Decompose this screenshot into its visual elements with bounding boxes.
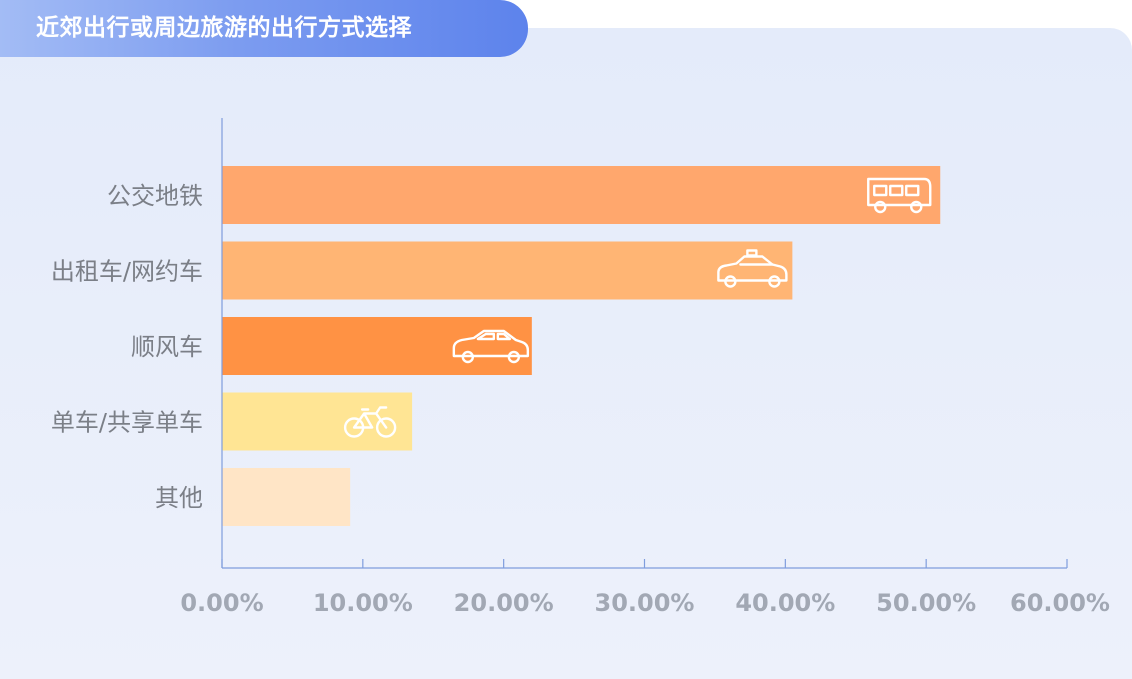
category-label: 顺风车 xyxy=(131,333,203,361)
x-tick-label: 50.00% xyxy=(876,589,976,617)
category-label: 其他 xyxy=(155,484,203,512)
taxi-icon xyxy=(717,249,788,288)
x-tick-label: 60.00% xyxy=(1010,589,1110,617)
category-label: 公交地铁 xyxy=(107,182,203,210)
bicycle-icon xyxy=(343,406,397,438)
x-tick-label: 20.00% xyxy=(454,589,554,617)
bar-3 xyxy=(222,317,532,375)
title-tab: 近郊出行或周边旅游的出行方式选择 xyxy=(0,0,528,57)
category-label: 单车/共享单车 xyxy=(51,409,203,437)
car-icon xyxy=(452,329,530,364)
bar-4 xyxy=(222,392,413,451)
bar-5 xyxy=(222,468,351,526)
bus-icon xyxy=(867,177,932,214)
x-tick-label: 40.00% xyxy=(735,589,835,617)
category-label: 出租车/网约车 xyxy=(51,258,203,286)
x-tick-label: 10.00% xyxy=(313,589,413,617)
bar-2 xyxy=(222,241,793,300)
bar-1 xyxy=(222,166,941,224)
chart-title: 近郊出行或周边旅游的出行方式选择 xyxy=(36,15,412,41)
chart-card xyxy=(0,28,1132,679)
x-tick-label: 30.00% xyxy=(595,589,695,617)
x-tick-label: 0.00% xyxy=(180,589,263,617)
